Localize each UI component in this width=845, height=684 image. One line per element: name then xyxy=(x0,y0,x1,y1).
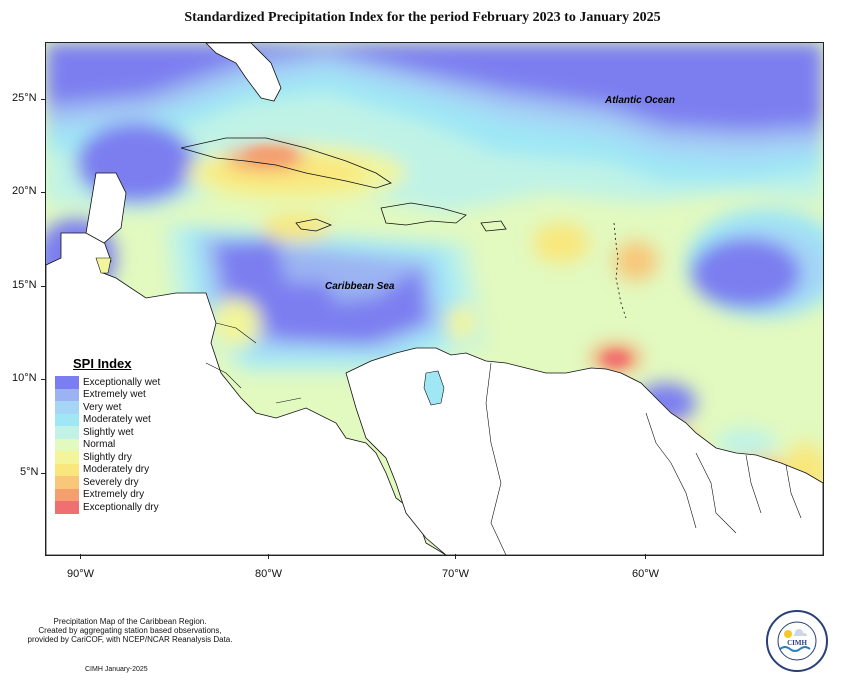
lon-label-90w: 90°W xyxy=(67,568,95,580)
legend-item: Extremely wet xyxy=(55,388,185,401)
legend-swatch xyxy=(55,376,79,389)
lat-tick xyxy=(41,286,46,287)
spi-map xyxy=(45,42,824,556)
atlantic-ocean-label: Atlantic Ocean xyxy=(605,95,676,106)
lat-label-25n: 25°N xyxy=(12,92,37,104)
legend-item: Moderately wet xyxy=(55,413,185,426)
lon-tick xyxy=(80,554,81,559)
lon-tick xyxy=(455,554,456,559)
legend-swatch xyxy=(55,388,79,401)
legend-rows: Exceptionally wet Extremely wet Very wet Mo… xyxy=(55,376,185,514)
legend-title: SPI Index xyxy=(73,356,132,371)
legend-label: Slightly dry xyxy=(83,451,132,463)
footnote-line-3: provided by CariCOF, with NCEP/NCAR Rean… xyxy=(27,635,233,644)
legend-label: Normal xyxy=(83,439,116,451)
legend-item: Slightly dry xyxy=(55,451,185,464)
cimh-logo: CIMH xyxy=(765,609,829,673)
footnote-line-1: Precipitation Map of the Caribbean Regio… xyxy=(53,617,207,626)
footnote-line-2: Created by aggregating station based obs… xyxy=(38,626,222,635)
legend-item: Exceptionally wet xyxy=(55,376,185,389)
legend-swatch xyxy=(55,451,79,464)
legend-swatch xyxy=(55,488,79,501)
legend-item: Extremely dry xyxy=(55,488,185,501)
legend-swatch xyxy=(55,438,79,451)
legend-swatch xyxy=(55,476,79,489)
lon-label-60w: 60°W xyxy=(632,568,660,580)
legend-label: Extremely dry xyxy=(83,489,145,501)
legend-swatch xyxy=(55,501,79,514)
legend-label: Severely dry xyxy=(83,476,139,488)
lat-tick xyxy=(41,473,46,474)
legend-item: Normal xyxy=(55,438,185,451)
lat-label-10n: 10°N xyxy=(12,372,37,384)
lat-label-20n: 20°N xyxy=(12,185,37,197)
caribbean-sea-label: Caribbean Sea xyxy=(325,281,395,292)
legend-label: Very wet xyxy=(83,401,122,413)
legend-swatch xyxy=(55,463,79,476)
lon-label-70w: 70°W xyxy=(442,568,470,580)
legend-label: Moderately wet xyxy=(83,414,151,426)
legend-swatch xyxy=(55,413,79,426)
lat-tick xyxy=(41,192,46,193)
lon-tick xyxy=(645,554,646,559)
map-title: Standardized Precipitation Index for the… xyxy=(184,10,661,25)
spi-legend: SPI Index Exceptionally wet Extremely wet… xyxy=(55,356,185,514)
legend-label: Exceptionally dry xyxy=(83,501,159,513)
lon-label-80w: 80°W xyxy=(255,568,283,580)
lat-label-15n: 15°N xyxy=(12,279,37,291)
lat-label-5n: 5°N xyxy=(20,466,39,478)
legend-label: Slightly wet xyxy=(83,426,134,438)
legend-swatch xyxy=(55,426,79,439)
legend-swatch xyxy=(55,401,79,414)
legend-label: Extremely wet xyxy=(83,389,146,401)
lat-tick xyxy=(41,99,46,100)
lon-tick xyxy=(268,554,269,559)
legend-item: Exceptionally dry xyxy=(55,501,185,514)
footnote: Precipitation Map of the Caribbean Regio… xyxy=(15,617,245,644)
legend-label: Exceptionally wet xyxy=(83,376,161,388)
legend-label: Moderately dry xyxy=(83,464,150,476)
legend-item: Slightly wet xyxy=(55,426,185,439)
legend-item: Very wet xyxy=(55,401,185,414)
lat-tick xyxy=(41,379,46,380)
legend-item: Moderately dry xyxy=(55,463,185,476)
logo-text: CIMH xyxy=(787,639,807,647)
credit-text: CIMH January-2025 xyxy=(85,666,148,673)
legend-item: Severely dry xyxy=(55,476,185,489)
